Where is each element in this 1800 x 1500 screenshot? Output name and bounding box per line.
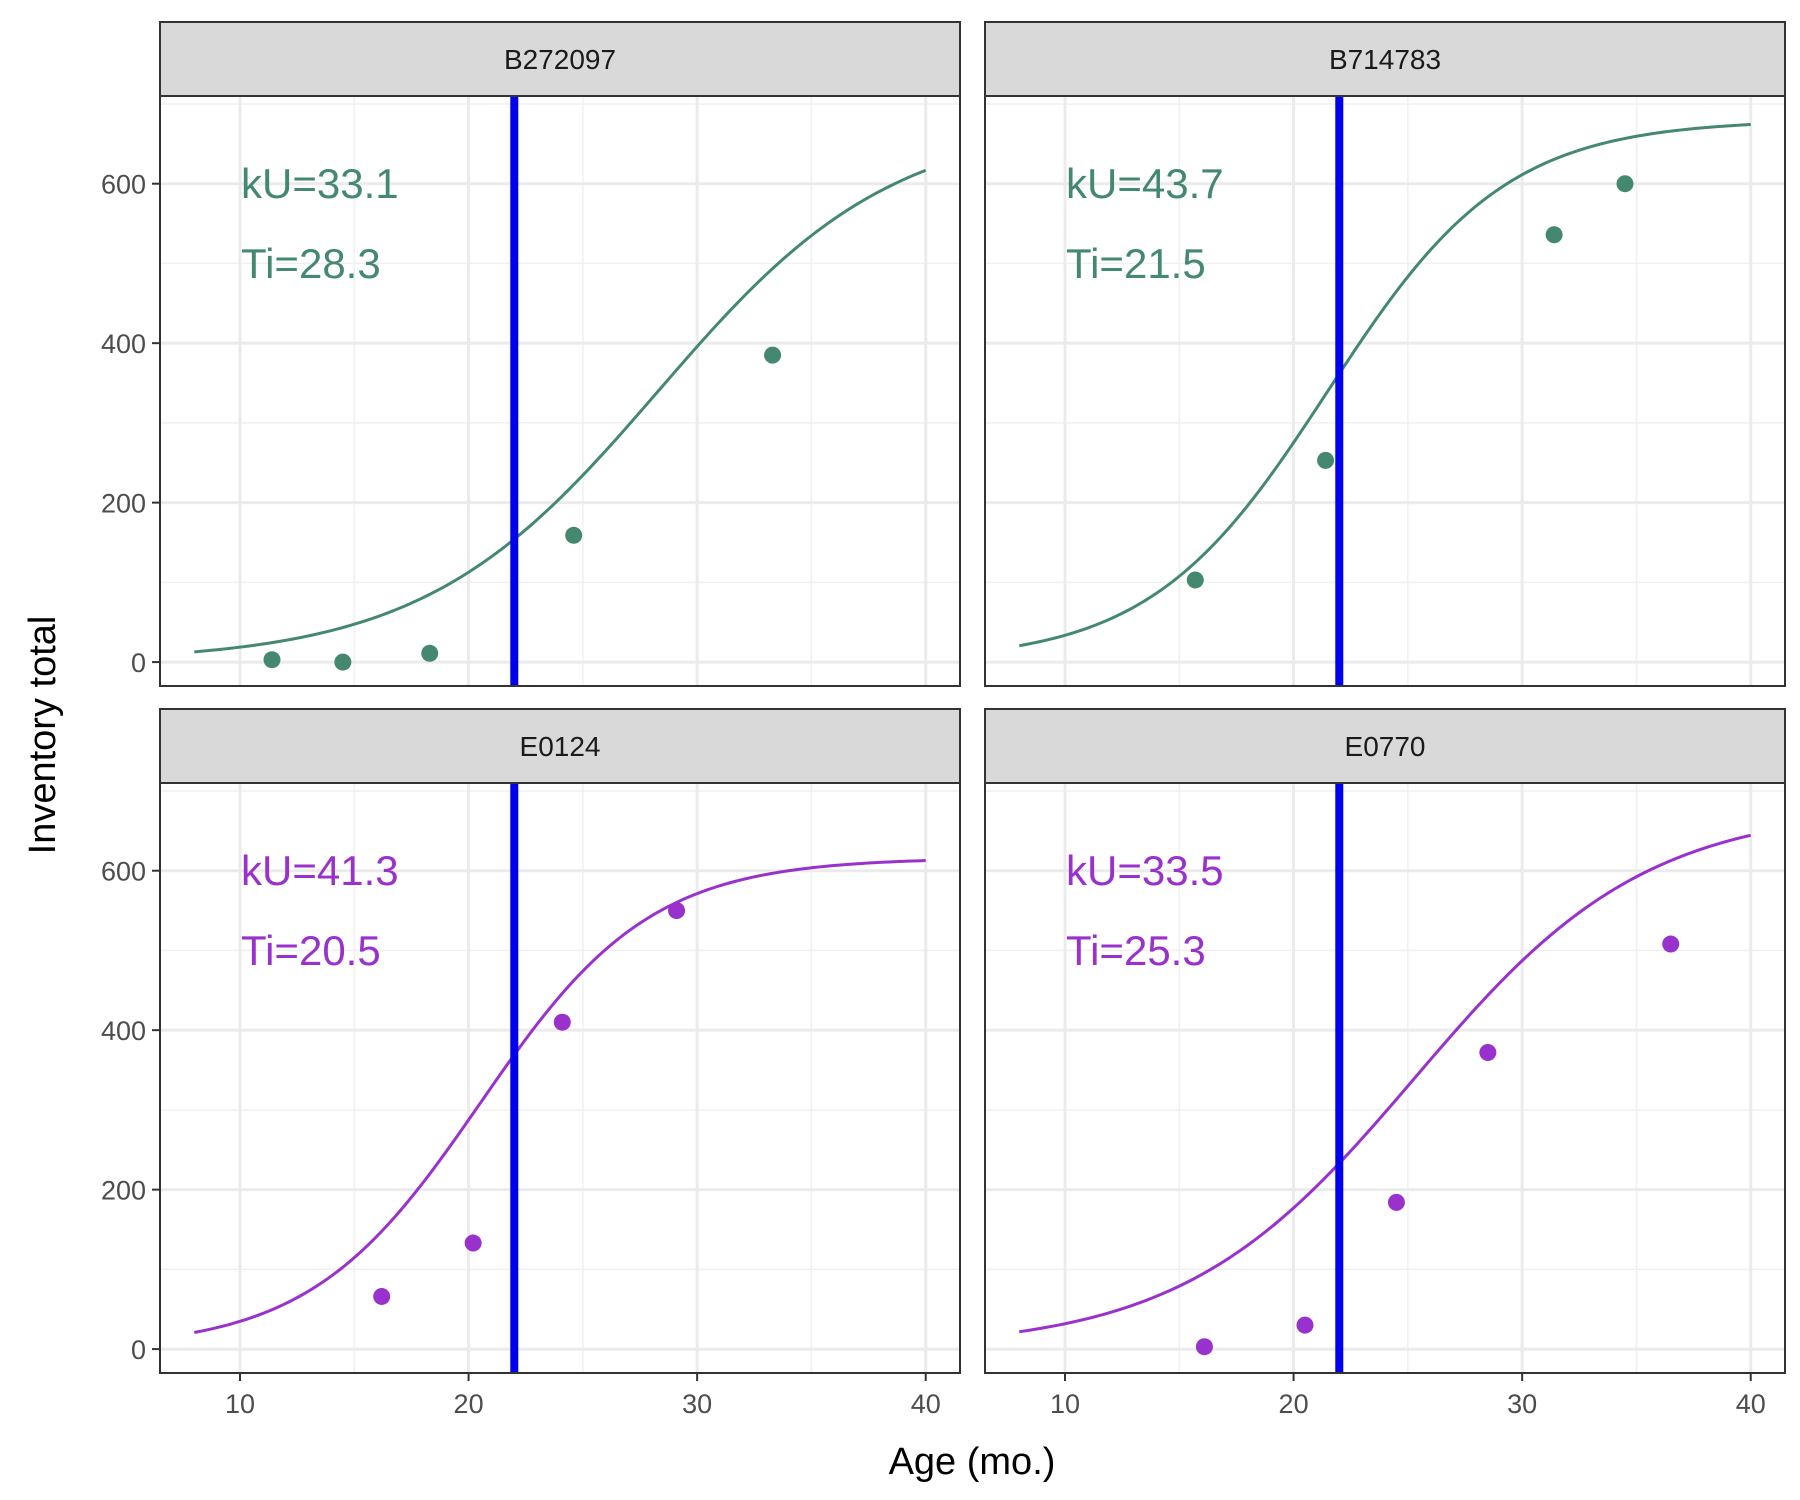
data-point [1186,571,1204,589]
data-point [1317,451,1335,469]
ti-annotation: Ti=25.3 [1066,927,1206,974]
facet-strip [159,708,961,784]
y-tick-label: 400 [101,329,146,359]
facet-panel-E0124: kU=41.3 Ti=20.5 E0124 0 200 400 600 10 20 30 40 [101,708,961,1419]
x-tick-label: 20 [1279,1389,1309,1419]
y-tick-label: 600 [101,170,146,200]
facet-strip [159,21,961,97]
y-tick-label: 200 [101,489,146,519]
panel-background [985,783,1785,1373]
facet-panel-B272097: kU=33.1 Ti=28.3 B272097 0 200 400 600 [101,21,961,687]
data-point [553,1013,571,1031]
x-tick-label: 20 [454,1389,484,1419]
x-tick-label: 10 [1050,1389,1080,1419]
facet-strip-label: E0770 [1345,731,1426,762]
data-point [464,1234,482,1252]
y-tick-label: 200 [101,1176,146,1206]
panel-background [985,96,1785,686]
facet-strip [984,21,1786,97]
facet-strip-label: E0124 [520,731,601,762]
data-point [1387,1193,1405,1211]
data-point [764,346,782,364]
fitted-curve [194,168,927,654]
data-point [565,526,583,544]
x-tick-label: 10 [225,1389,255,1419]
fitted-curve [1019,123,1751,648]
x-axis-title: Age (mo.) [889,1441,1056,1483]
ti-annotation: Ti=21.5 [1066,240,1206,287]
data-point [373,1287,391,1305]
data-point [1662,935,1680,953]
ku-annotation: kU=33.5 [1066,847,1224,894]
x-tick-label: 30 [682,1389,712,1419]
facet-strip [984,708,1786,784]
facet-panel-E0770: kU=33.5 Ti=25.3 E0770 10 20 30 40 [984,708,1786,1419]
data-point [1195,1338,1213,1356]
fitted-curve [194,859,926,1334]
ti-annotation: Ti=20.5 [241,927,381,974]
ti-annotation: Ti=28.3 [241,240,381,287]
data-point [334,653,352,671]
ku-annotation: kU=33.1 [241,160,399,207]
data-point [668,902,686,920]
ku-annotation: kU=41.3 [241,847,399,894]
y-tick-label: 400 [101,1016,146,1046]
data-point [263,651,281,669]
panel-background [160,96,960,686]
data-point [421,644,439,662]
ku-annotation: kU=43.7 [1066,160,1224,207]
x-tick-label: 40 [1736,1389,1766,1419]
facet-strip-label: B272097 [504,44,616,75]
data-point [1296,1316,1314,1334]
data-point [1545,226,1563,244]
x-tick-label: 30 [1507,1389,1537,1419]
data-point [1616,175,1634,193]
y-tick-label: 600 [101,857,146,887]
facet-panel-B714783: kU=43.7 Ti=21.5 B714783 [984,21,1786,687]
x-tick-label: 40 [911,1389,941,1419]
fitted-curve [1019,833,1752,1334]
y-axis-title: Inventory total [22,616,64,855]
data-point [1479,1043,1497,1061]
facet-strip-label: B714783 [1329,44,1441,75]
y-tick-label: 0 [131,1335,146,1365]
panel-background [160,783,960,1373]
y-tick-label: 0 [131,648,146,678]
